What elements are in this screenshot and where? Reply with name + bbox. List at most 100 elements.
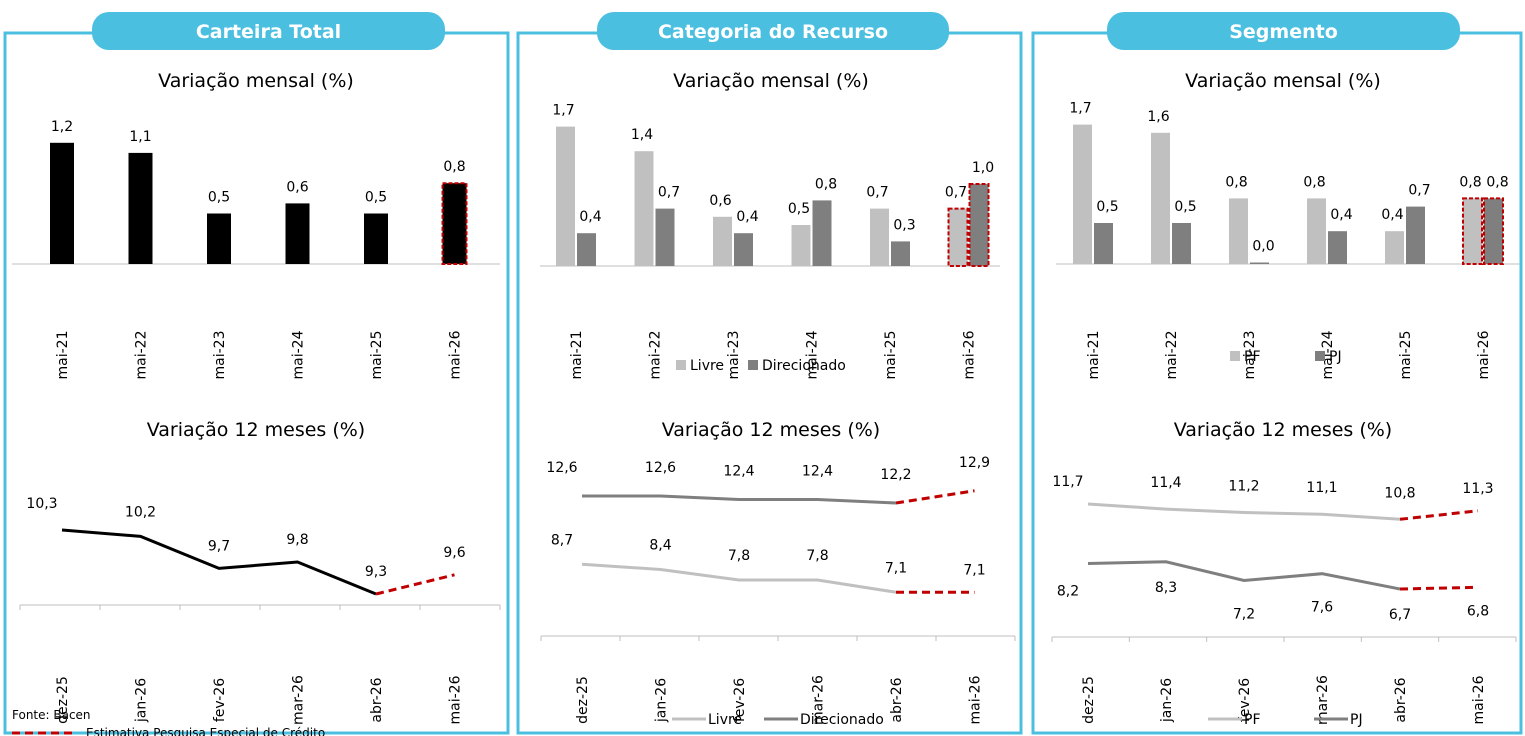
bar [1307, 198, 1326, 264]
panel-frames: Carteira Total Categoria do Recurso Segmen… [3, 12, 1523, 735]
data-label: 11,3 [1462, 481, 1493, 497]
chart-title: Variação mensal (%) [158, 70, 354, 92]
bar [1483, 197, 1504, 265]
x-tick-label: mai-21 [569, 331, 585, 380]
data-label: 0,4 [579, 209, 601, 225]
data-label: 1,2 [51, 119, 73, 135]
data-label: 1,1 [129, 129, 151, 145]
x-tick-label: fev-26 [212, 678, 228, 722]
x-tick-label: mai-22 [134, 331, 150, 380]
data-label: 8,2 [1057, 584, 1079, 600]
bar [947, 207, 969, 268]
data-label: 0,7 [1408, 183, 1430, 199]
estimate-line [1399, 585, 1479, 591]
data-label: 1,7 [1069, 101, 1091, 117]
series-line [581, 562, 897, 594]
data-label: 10,2 [125, 504, 156, 520]
x-tick-label: mai-23 [1242, 331, 1258, 380]
data-label: 0,0 [1252, 239, 1274, 255]
bar [207, 213, 231, 264]
data-label: 7,1 [963, 562, 985, 578]
panel-tab [1107, 12, 1460, 50]
bar [1462, 197, 1483, 265]
data-label: 1,6 [1147, 109, 1169, 125]
legend-label: Livre [690, 358, 724, 374]
data-label: 8,3 [1155, 580, 1177, 596]
series-line [1087, 560, 1401, 591]
data-label: 11,1 [1306, 480, 1337, 496]
source-note: Fonte: Bacen [12, 708, 91, 722]
x-tick-label: fev-26 [732, 678, 748, 722]
series-line [61, 528, 377, 596]
data-label: 0,6 [286, 179, 308, 195]
x-tick-label: mai-24 [805, 330, 821, 379]
data-label: 11,4 [1150, 475, 1181, 491]
data-label: 10,3 [26, 496, 57, 512]
bar [556, 126, 575, 266]
data-label: 11,7 [1052, 474, 1083, 490]
bar [1151, 132, 1170, 264]
legend-label: Direcionado [762, 358, 846, 374]
x-tick-label: mai-22 [648, 331, 664, 380]
x-tick-label: jan-26 [654, 678, 670, 723]
legend-swatch [1315, 351, 1325, 361]
bar [734, 233, 753, 266]
data-label: 12,2 [880, 467, 911, 483]
x-tick-label: dez-25 [575, 676, 591, 724]
bar [655, 208, 675, 266]
data-label: 1,4 [631, 127, 653, 143]
chart-title: Variação 12 meses (%) [1174, 419, 1392, 441]
x-tick-label: abr-26 [369, 677, 385, 722]
legend-label: PJ [1350, 712, 1363, 728]
data-label: 0,4 [1381, 207, 1403, 223]
x-tick-label: mai-26 [448, 330, 464, 379]
x-tick-label: mai-22 [1164, 331, 1180, 380]
x-tick-label: jan-26 [134, 678, 150, 723]
bar [634, 151, 654, 266]
bar [1385, 231, 1404, 264]
x-tick-label: mai-21 [55, 331, 71, 380]
panel-tab-label: Segmento [1229, 21, 1338, 43]
x-tick-label: fev-26 [1237, 678, 1253, 722]
data-label: 0,6 [709, 193, 731, 209]
x-tick-label: dez-25 [1081, 676, 1097, 724]
chart-segmento-monthly: Variação mensal (%) mai-21 1,7 0,5 mai-22 1,6… [1056, 70, 1520, 379]
data-label: 6,8 [1467, 603, 1489, 619]
chart-carteira-total-monthly: Variação mensal (%) mai-21 1,2 mai-22 1,1 mai… [12, 70, 500, 379]
data-label: 9,7 [208, 538, 230, 554]
x-tick-label: mai-26 [1471, 675, 1487, 724]
series-line [1087, 502, 1401, 521]
data-label: 9,3 [365, 564, 387, 580]
x-tick-label: mar-26 [1315, 675, 1331, 725]
panel-tab [597, 12, 949, 50]
data-label: 12,4 [802, 464, 833, 480]
chart-categoria-12m: Variação 12 meses (%) dez-25 jan-26 fev-26 m… [540, 419, 1016, 728]
chart-categoria-monthly: Variação mensal (%) mai-21 1,7 0,4 mai-22 1,4… [540, 70, 1000, 379]
data-label: 8,7 [551, 532, 573, 548]
data-label: 9,8 [286, 532, 308, 548]
data-label: 7,2 [1233, 607, 1255, 623]
legend-label: Livre [708, 712, 742, 728]
x-tick-label: mai-25 [883, 331, 899, 380]
panel-frame [1031, 31, 1523, 735]
bar [968, 183, 990, 267]
bar [1250, 262, 1269, 264]
chart-title: Variação mensal (%) [673, 70, 869, 92]
x-tick-label: abr-26 [1393, 677, 1409, 722]
x-tick-label: mai-26 [962, 330, 978, 379]
data-label: 0,8 [443, 159, 465, 175]
estimate-line [895, 489, 975, 505]
bar [285, 203, 310, 264]
data-label: 0,7 [866, 185, 888, 201]
x-tick-label: mar-26 [811, 675, 827, 725]
bar [1073, 124, 1092, 264]
x-tick-label: jan-26 [1159, 678, 1175, 723]
data-label: 0,7 [945, 185, 967, 201]
data-label: 0,4 [736, 209, 758, 225]
data-label: 7,6 [1311, 600, 1333, 616]
data-label: 0,5 [208, 190, 230, 206]
bar [1172, 223, 1191, 264]
bar [1229, 198, 1248, 264]
bar [441, 182, 468, 265]
